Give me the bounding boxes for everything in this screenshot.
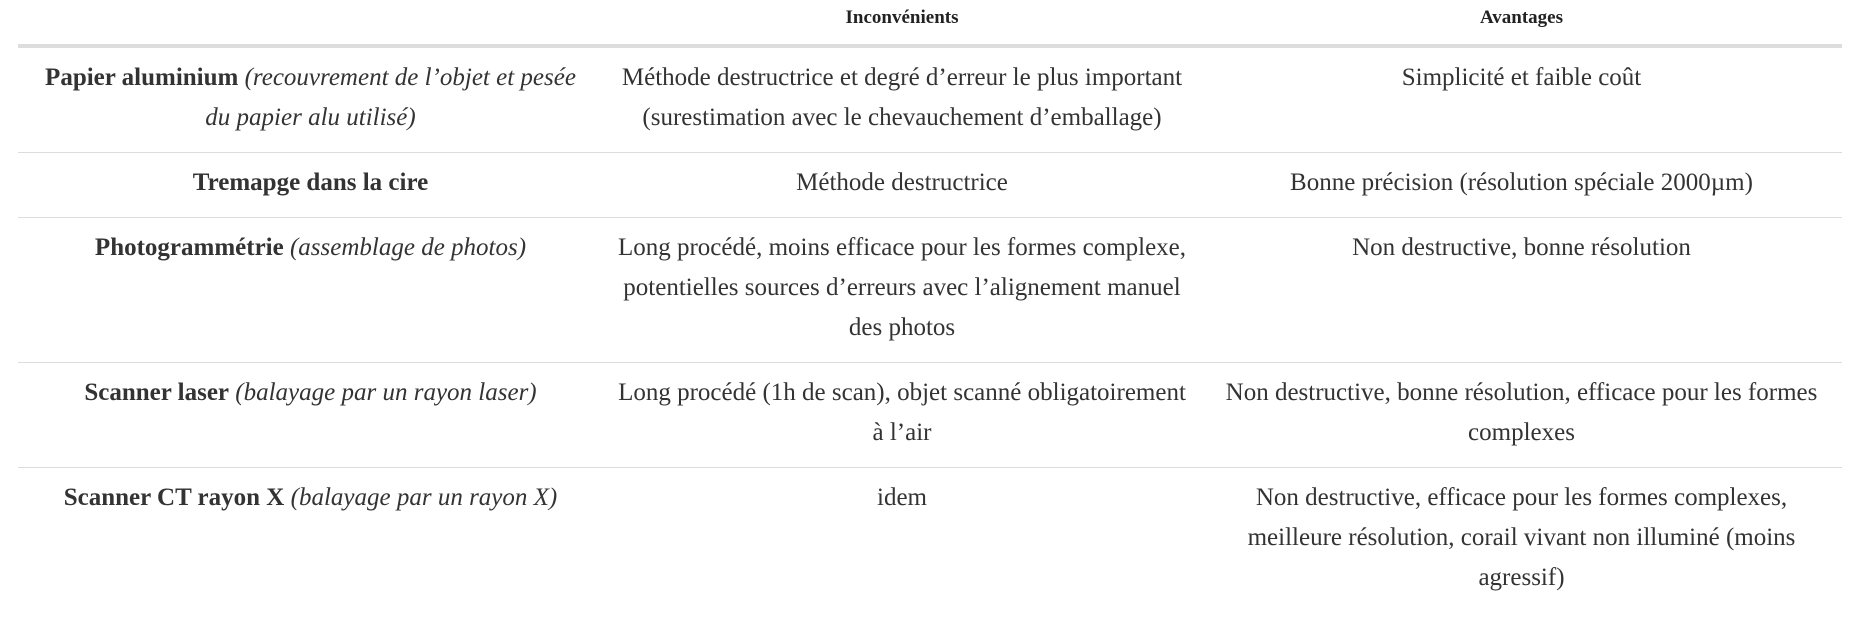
header-method: [18, 0, 603, 46]
pros-cell: Bonne précision (résolution spéciale 200…: [1290, 169, 1753, 196]
method-description: (assemblage de photos): [289, 234, 527, 261]
method-cell: Photogrammétrie (assemblage de photos): [18, 218, 603, 363]
method-name: Papier aluminium: [45, 64, 239, 91]
table-body: Papier aluminium (recouvrement de l’obje…: [18, 46, 1842, 612]
table-row: Tremapge dans la cire Méthode destructri…: [18, 153, 1842, 218]
table-row: Papier aluminium (recouvrement de l’obje…: [18, 46, 1842, 153]
method-cell: Papier aluminium (recouvrement de l’obje…: [18, 46, 603, 153]
cons-cell: Méthode destructrice et degré d’erreur l…: [621, 64, 1183, 131]
method-name: Tremapge dans la cire: [192, 169, 429, 196]
method-description: (balayage par un rayon X): [290, 484, 558, 511]
pros-cell: Non destructive, bonne résolution: [1352, 234, 1691, 261]
header-avantages: Avantages: [1479, 7, 1564, 28]
method-cell: Scanner CT rayon X (balayage par un rayo…: [18, 468, 603, 613]
table-row: Scanner CT rayon X (balayage par un rayo…: [18, 468, 1842, 613]
method-name: Photogrammétrie: [94, 234, 284, 261]
pros-cell: Simplicité et faible coût: [1401, 64, 1642, 91]
table-row: Photogrammétrie (assemblage de photos) L…: [18, 218, 1842, 363]
pros-cell: Non destructive, efficace pour les forme…: [1247, 484, 1796, 591]
method-description: (recouvrement de l’objet et pesée du pap…: [205, 64, 576, 131]
method-name: Scanner CT rayon X: [63, 484, 285, 511]
header-row: Inconvénients Avantages: [18, 0, 1842, 46]
method-cell: Tremapge dans la cire: [18, 153, 603, 218]
method-cell: Scanner laser (balayage par un rayon las…: [18, 363, 603, 468]
pros-cell: Non destructive, bonne résolution, effic…: [1225, 379, 1818, 446]
method-name: Scanner laser: [84, 379, 230, 406]
method-description: (balayage par un rayon laser): [235, 379, 537, 406]
cons-cell: Long procédé, moins efficace pour les fo…: [617, 234, 1187, 341]
cons-cell: idem: [877, 484, 927, 511]
cons-cell: Méthode destructrice: [796, 169, 1008, 196]
methods-comparison-table: Inconvénients Avantages Papier aluminium…: [18, 0, 1842, 612]
header-inconvenients: Inconvénients: [845, 7, 959, 28]
cons-cell: Long procédé (1h de scan), objet scanné …: [618, 379, 1186, 446]
comparison-table-container: Inconvénients Avantages Papier aluminium…: [18, 0, 1842, 612]
table-header: Inconvénients Avantages: [18, 0, 1842, 46]
table-row: Scanner laser (balayage par un rayon las…: [18, 363, 1842, 468]
